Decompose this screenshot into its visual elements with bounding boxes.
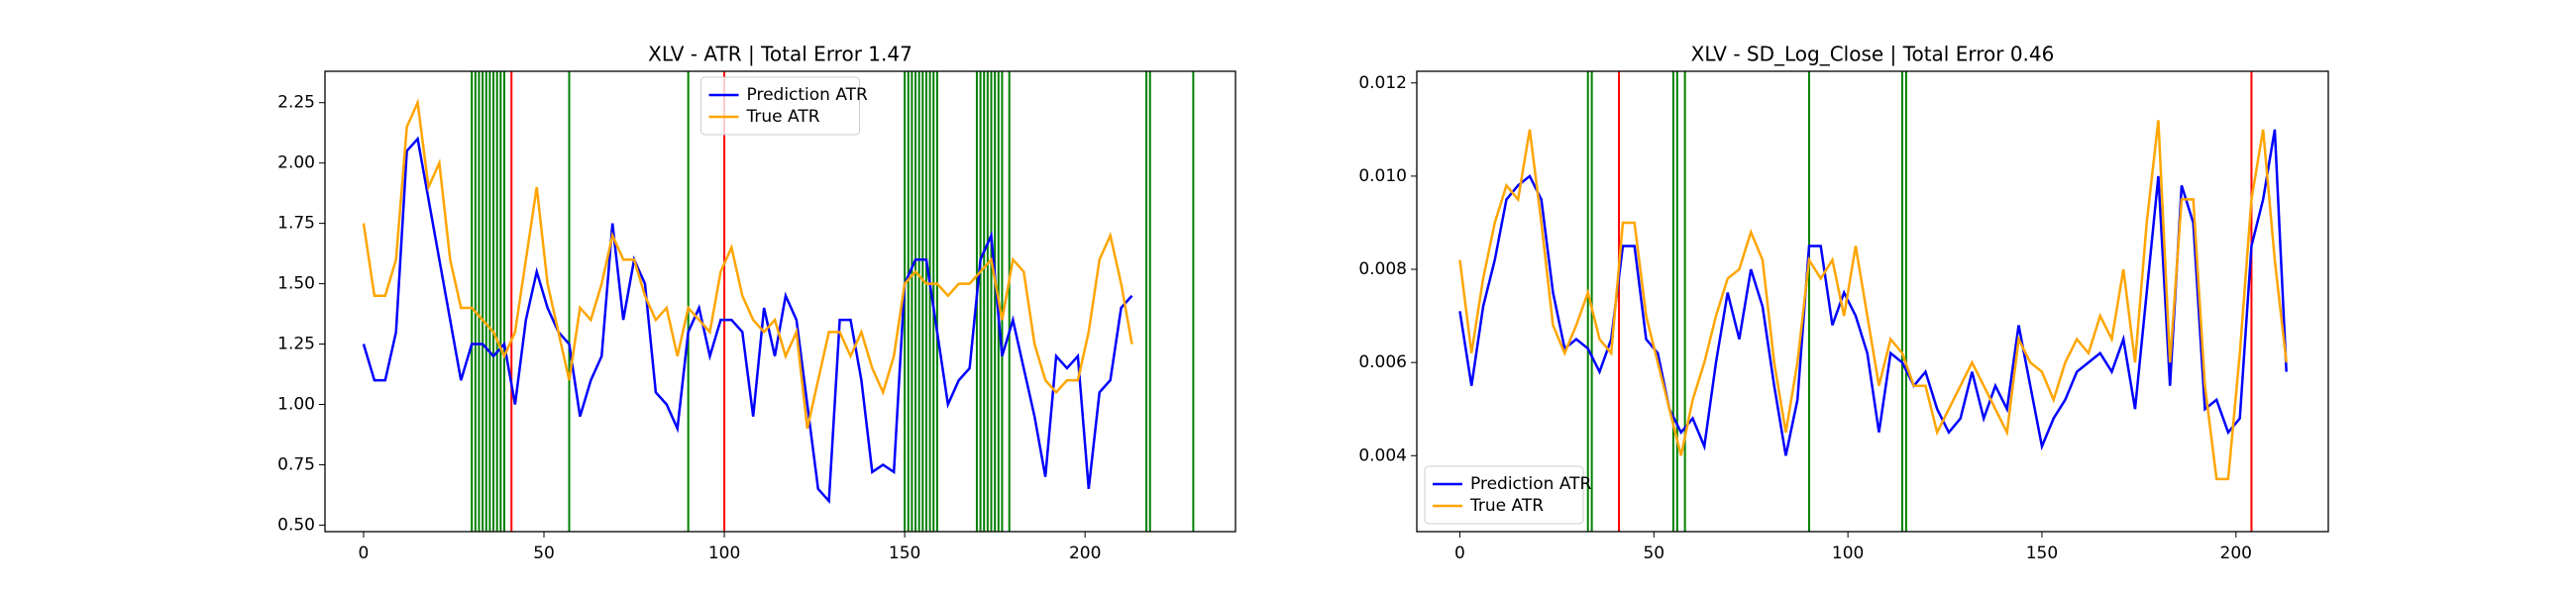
- y-tick-label: 0.50: [277, 515, 315, 535]
- legend-label: Prediction ATR: [747, 85, 869, 105]
- legend-label: True ATR: [1469, 496, 1544, 516]
- axes-frame: [1416, 70, 2329, 533]
- y-tick-label: 1.25: [277, 335, 315, 354]
- x-tick-label: 150: [2026, 544, 2058, 563]
- y-tick-label: 1.75: [277, 214, 315, 234]
- x-tick-label: 0: [359, 544, 370, 563]
- legend-label: Prediction ATR: [1470, 474, 1592, 494]
- series-line: [362, 98, 1133, 430]
- x-tick-label: 50: [1643, 544, 1664, 563]
- x-tick-label: 200: [1069, 544, 1101, 563]
- subplot: XLV - ATR | Total Error 1.47 0 50 100 150 200…: [277, 43, 1236, 563]
- x-tick-label: 150: [889, 544, 920, 563]
- subplot: XLV - SD_Log_Close | Total Error 0.46 0 50…: [1358, 43, 2329, 563]
- plot-area: [362, 71, 1195, 532]
- y-tick-label: 2.00: [277, 153, 315, 173]
- plot-area: [1458, 71, 2288, 532]
- x-tick-label: 200: [2220, 544, 2252, 563]
- axes-frame: [324, 70, 1236, 533]
- series-line: [1458, 120, 2288, 481]
- x-tick-label: 50: [533, 544, 555, 563]
- y-tick-label: 1.50: [277, 274, 315, 294]
- y-tick-label: 0.012: [1358, 73, 1407, 93]
- series-line: [362, 136, 1133, 505]
- y-tick-label: 0.008: [1358, 259, 1407, 279]
- legend-box: [1424, 465, 1584, 525]
- x-tick-label: 0: [1454, 544, 1465, 563]
- y-tick-label: 0.004: [1358, 446, 1407, 465]
- y-tick-label: 2.25: [277, 93, 315, 113]
- x-tick-label: 100: [708, 544, 740, 563]
- chart-title: XLV - ATR | Total Error 1.47: [648, 43, 912, 66]
- y-tick-label: 1.00: [277, 394, 315, 414]
- y-tick-label: 0.010: [1358, 166, 1407, 186]
- series-line: [1458, 129, 2288, 456]
- legend-box: [700, 76, 860, 136]
- y-tick-label: 0.75: [277, 454, 315, 474]
- chart-title: XLV - SD_Log_Close | Total Error 0.46: [1691, 43, 2055, 66]
- legend-label: True ATR: [746, 107, 820, 127]
- x-tick-label: 100: [1832, 544, 1864, 563]
- y-tick-label: 0.006: [1358, 352, 1407, 372]
